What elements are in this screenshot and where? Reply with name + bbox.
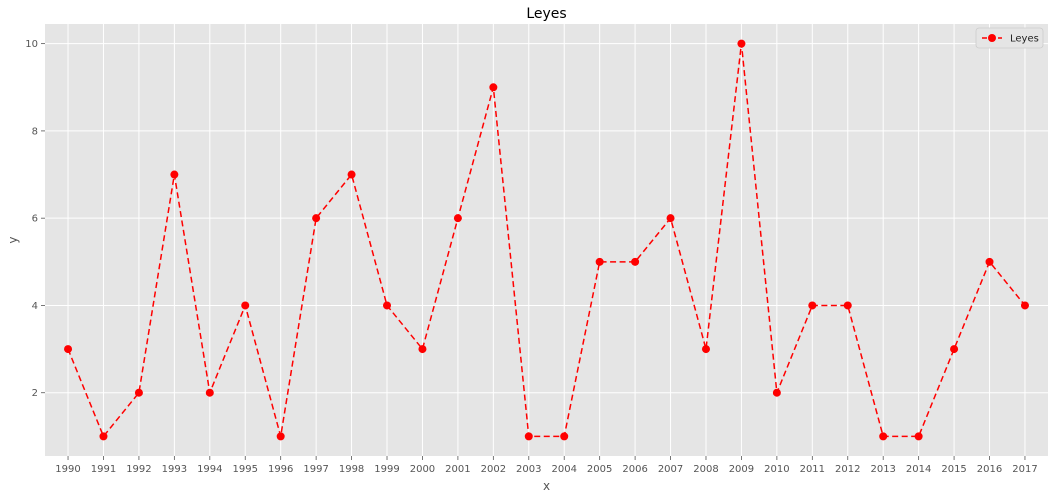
x-tick-label: 1990 bbox=[55, 464, 80, 475]
data-point bbox=[595, 257, 604, 266]
x-tick-label: 1992 bbox=[126, 464, 151, 475]
data-point bbox=[879, 432, 888, 441]
x-tick-label: 2016 bbox=[977, 464, 1002, 475]
x-tick-label: 1991 bbox=[91, 464, 116, 475]
data-point bbox=[241, 301, 250, 310]
x-axis-ticks: 1990 1991 1992 1993 1994 1995 1996 1997 1998 1999… bbox=[55, 456, 1038, 475]
legend-label: Leyes bbox=[1010, 34, 1039, 45]
legend: Leyes bbox=[975, 27, 1044, 49]
data-point bbox=[64, 345, 73, 354]
data-point bbox=[772, 388, 781, 397]
data-point bbox=[1020, 301, 1029, 310]
x-tick-label: 1993 bbox=[162, 464, 187, 475]
x-tick-label: 2013 bbox=[870, 464, 895, 475]
series-group bbox=[64, 39, 1029, 441]
data-point bbox=[347, 170, 356, 179]
data-point bbox=[985, 257, 994, 266]
data-point bbox=[205, 388, 214, 397]
x-tick-label: 1996 bbox=[268, 464, 293, 475]
x-tick-label: 2014 bbox=[906, 464, 931, 475]
grid-lines bbox=[45, 24, 1048, 456]
x-tick-label: 2017 bbox=[1012, 464, 1037, 475]
data-point bbox=[418, 345, 427, 354]
x-tick-label: 2015 bbox=[941, 464, 966, 475]
data-point bbox=[383, 301, 392, 310]
series-line bbox=[67, 43, 1026, 438]
y-tick-label: 4 bbox=[32, 301, 38, 312]
legend-box bbox=[975, 27, 1044, 49]
data-point bbox=[843, 301, 852, 310]
data-point bbox=[312, 214, 321, 223]
x-tick-label: 1995 bbox=[233, 464, 258, 475]
x-tick-label: 2003 bbox=[516, 464, 541, 475]
y-tick-label: 2 bbox=[32, 388, 38, 399]
data-point bbox=[914, 432, 923, 441]
x-tick-label: 2002 bbox=[481, 464, 506, 475]
data-point bbox=[170, 170, 179, 179]
plot-background bbox=[45, 24, 1048, 456]
x-tick-label: 2010 bbox=[764, 464, 789, 475]
data-point bbox=[453, 214, 462, 223]
x-tick-label: 2001 bbox=[445, 464, 470, 475]
x-tick-label: 2008 bbox=[693, 464, 718, 475]
y-axis-label: y bbox=[6, 236, 20, 243]
data-point bbox=[808, 301, 817, 310]
x-tick-label: 2006 bbox=[622, 464, 647, 475]
y-tick-label: 6 bbox=[32, 214, 38, 225]
x-tick-label: 2004 bbox=[551, 464, 576, 475]
x-tick-label: 1998 bbox=[339, 464, 364, 475]
x-tick-label: 2011 bbox=[800, 464, 825, 475]
data-point bbox=[631, 257, 640, 266]
chart-title: Leyes bbox=[526, 6, 566, 22]
x-axis-label: x bbox=[543, 479, 550, 493]
x-tick-label: 1999 bbox=[374, 464, 399, 475]
y-tick-label: 10 bbox=[25, 39, 38, 50]
data-point bbox=[276, 432, 285, 441]
data-point bbox=[134, 388, 143, 397]
x-tick-label: 2007 bbox=[658, 464, 683, 475]
data-point bbox=[524, 432, 533, 441]
x-tick-label: 2000 bbox=[410, 464, 435, 475]
x-tick-label: 2012 bbox=[835, 464, 860, 475]
data-point bbox=[99, 432, 108, 441]
x-tick-label: 1994 bbox=[197, 464, 222, 475]
y-axis-ticks: 2 4 6 8 10 bbox=[25, 39, 45, 399]
data-point bbox=[666, 214, 675, 223]
x-tick-label: 2005 bbox=[587, 464, 612, 475]
data-point bbox=[737, 39, 746, 48]
y-tick-label: 8 bbox=[32, 126, 38, 137]
legend-marker-sample bbox=[988, 34, 996, 42]
data-point bbox=[560, 432, 569, 441]
x-tick-label: 2009 bbox=[729, 464, 754, 475]
x-tick-label: 1997 bbox=[303, 464, 328, 475]
data-point bbox=[701, 345, 710, 354]
data-point bbox=[950, 345, 959, 354]
data-point bbox=[489, 83, 498, 92]
